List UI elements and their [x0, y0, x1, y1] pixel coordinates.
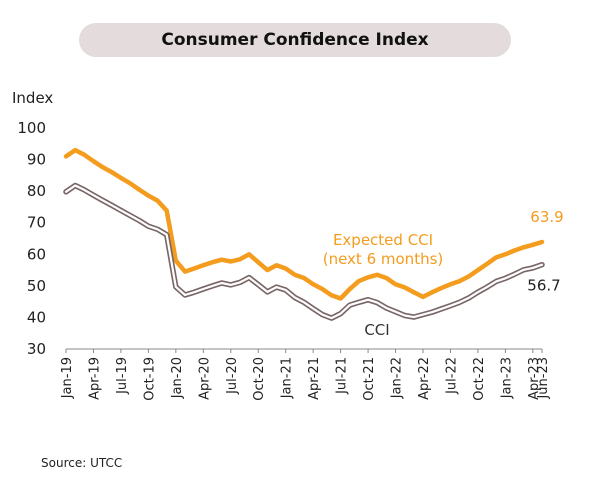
y-tick-label: 100	[17, 119, 46, 137]
x-tick-label: Jun-23	[536, 357, 551, 400]
y-tick-label: 80	[27, 182, 46, 200]
series-line-cci-core	[64, 184, 544, 320]
chart-title-banner: Consumer Confidence Index	[79, 23, 511, 57]
x-tick-label: Oct-21	[362, 357, 377, 401]
series-label-cci: CCI	[364, 321, 389, 339]
x-tick-label: Oct-20	[252, 357, 267, 401]
x-tick-label: Oct-22	[472, 357, 487, 401]
y-tick-label: 90	[27, 151, 46, 169]
series-layer	[63, 147, 545, 321]
x-tick-label: Jan-19	[60, 357, 75, 399]
source-note: Source: UTCC	[41, 456, 123, 470]
x-tick-label: Jan-20	[170, 357, 185, 399]
x-tick-label: Apr-19	[87, 357, 102, 400]
x-tick-label: Apr-21	[307, 357, 322, 400]
y-tick-label: 70	[27, 214, 46, 232]
y-tick-label: 60	[27, 245, 46, 263]
x-tick-label: Jul-20	[225, 357, 240, 395]
x-axis: Jan-19 Apr-19 Jul-19 Oct-19 Jan-20 Apr-20 Jul-…	[60, 349, 551, 401]
x-tick-label: Jan-22	[390, 357, 405, 399]
x-tick-label: Jul-19	[115, 357, 130, 395]
y-tick-label: 50	[27, 277, 46, 295]
chart-title: Consumer Confidence Index	[161, 30, 429, 50]
y-axis-label: Index	[12, 89, 53, 107]
end-value-label: 63.9	[530, 208, 563, 226]
series-line-expected-cci	[63, 147, 545, 301]
x-tick-label: Apr-20	[197, 357, 212, 400]
x-tick-label: Jul-22	[444, 357, 459, 395]
series-line-cci-outline	[63, 182, 545, 321]
x-tick-label: Apr-22	[417, 357, 432, 400]
x-tick-label: Jan-21	[280, 357, 295, 399]
end-value-label: 56.7	[527, 277, 560, 295]
y-tick-label: 30	[27, 340, 46, 358]
x-tick-label: Jul-21	[335, 357, 350, 395]
x-tick-label: Jan-23	[499, 357, 514, 399]
y-tick-label: 40	[27, 308, 46, 326]
labels-layer: 63.9 Expected CCI (next 6 months) 56.7 CCI	[323, 208, 564, 339]
x-tick-label: Oct-19	[142, 357, 157, 401]
series-label-expected-cci: Expected CCI (next 6 months)	[323, 231, 444, 268]
y-axis: 30 40 50 60 70 80 90 100	[17, 119, 46, 358]
x-tick-label: Apr-23	[527, 357, 542, 400]
